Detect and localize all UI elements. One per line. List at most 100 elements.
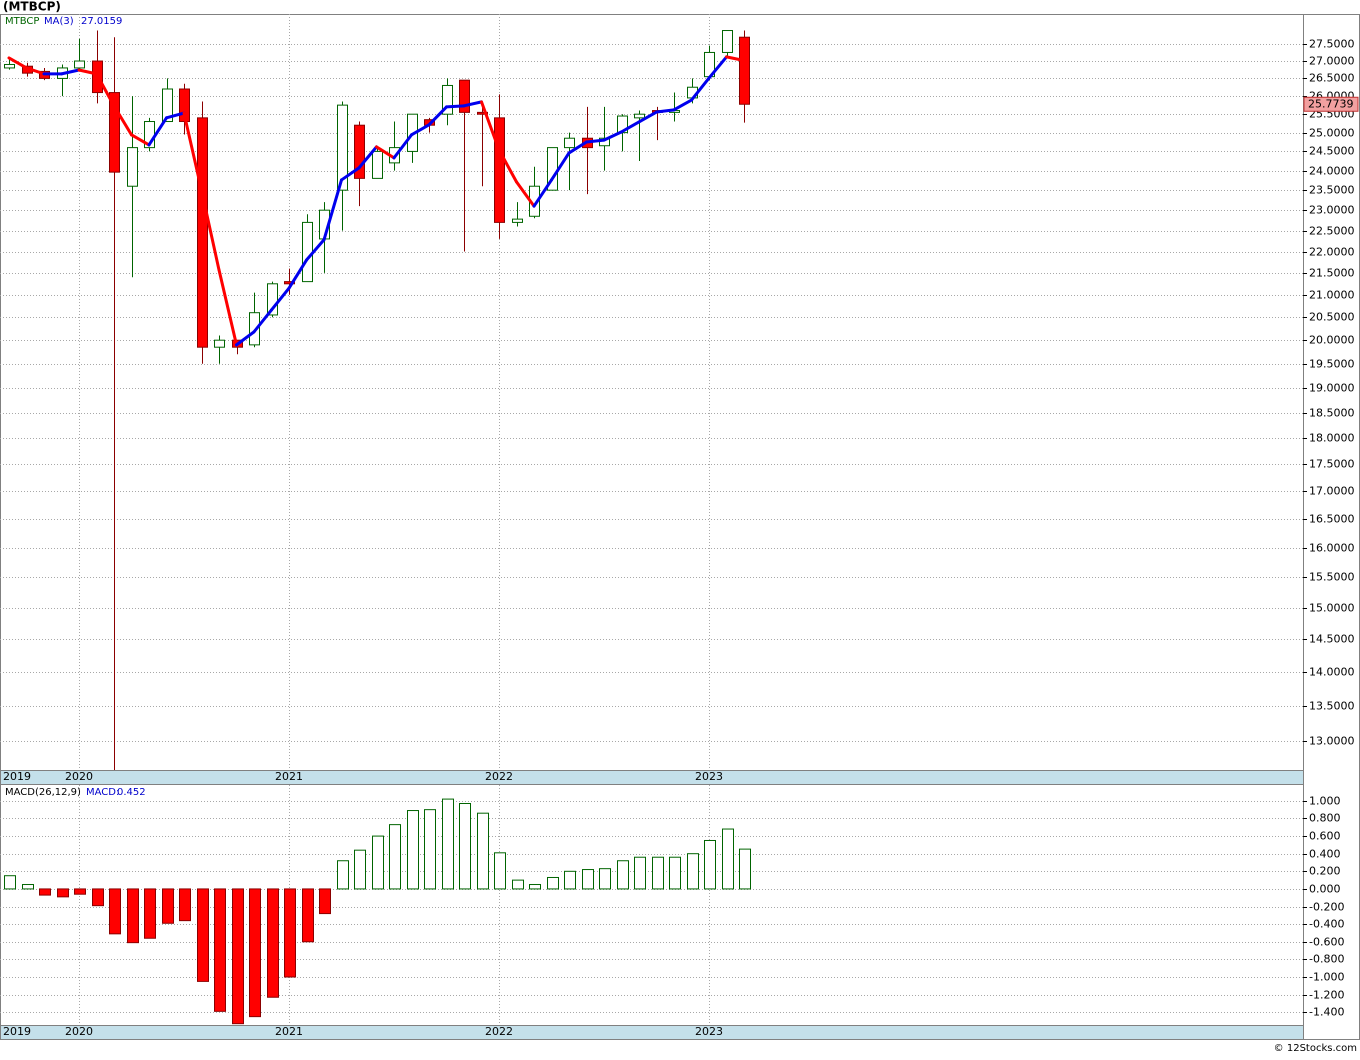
y-tick-label: 27.0000 <box>1309 55 1355 68</box>
y-tick-label: -0.400 <box>1309 918 1344 931</box>
y-tick-label: 16.0000 <box>1309 542 1355 555</box>
y-tick-label: 20.0000 <box>1309 334 1355 347</box>
y-tick-label: 25.0000 <box>1309 127 1355 140</box>
ma-line <box>7 56 28 70</box>
ma-line <box>707 55 728 80</box>
candle-body <box>127 147 138 187</box>
candle-body <box>197 117 208 348</box>
macd-bar <box>564 870 576 890</box>
y-tick-label: 14.5000 <box>1309 633 1355 646</box>
legend-symbol: MTBCP <box>5 16 39 27</box>
x-tick-label: 2023 <box>695 770 723 783</box>
y-tick-label: 26.5000 <box>1309 72 1355 85</box>
macd-bar <box>232 888 244 1025</box>
macd-bar <box>424 809 436 890</box>
candle-body <box>634 113 645 119</box>
macd-bar <box>179 888 191 922</box>
x-tick-label: 2019 <box>3 770 31 783</box>
candle-body <box>74 60 85 69</box>
candle-body <box>722 30 733 53</box>
x-tick-label: 2020 <box>65 1025 93 1038</box>
macd-bar <box>354 849 366 890</box>
ma-line <box>375 145 396 160</box>
x-tick-label: 2021 <box>275 770 303 783</box>
macd-bar <box>267 888 279 998</box>
ma-line <box>112 104 133 137</box>
y-tick-label: 27.5000 <box>1309 38 1355 51</box>
y-tick-label: 13.0000 <box>1309 735 1355 748</box>
macd-bar <box>652 856 664 890</box>
legend-ma: MA(3) <box>44 16 74 27</box>
candle-body <box>109 92 120 173</box>
y-tick-label: -1.200 <box>1309 989 1344 1002</box>
macd-bar <box>722 828 734 890</box>
ma-line <box>532 178 553 208</box>
ma-line <box>182 111 203 192</box>
ma-line <box>25 66 46 76</box>
ma-line <box>95 72 116 108</box>
candle-body <box>477 111 488 115</box>
y-tick-label: 19.5000 <box>1309 358 1355 371</box>
macd-bar <box>704 839 716 890</box>
ma-line <box>550 151 571 182</box>
y-tick-label: -0.800 <box>1309 953 1344 966</box>
chart-title: (MTBCP) <box>3 0 61 14</box>
macd-bar <box>547 876 559 890</box>
macd-bar <box>477 812 489 890</box>
ma-line <box>130 133 151 147</box>
ma-line <box>322 178 343 242</box>
y-tick-label: -1.000 <box>1309 971 1344 984</box>
y-tick-label: 23.0000 <box>1309 204 1355 217</box>
macd-bar <box>512 879 524 890</box>
ma-line <box>165 111 186 120</box>
candle-body <box>372 150 383 179</box>
macd-bar <box>284 888 296 978</box>
macd-bar <box>4 875 16 890</box>
macd-bar <box>249 888 261 1018</box>
legend-macd-label: MACD: <box>86 787 119 798</box>
legend-macd-value: 0.452 <box>117 787 146 798</box>
candle-body <box>442 84 453 115</box>
ma-line <box>445 104 466 109</box>
ma-line <box>567 140 588 155</box>
x-tick-label: 2021 <box>275 1025 303 1038</box>
x-tick-label: 2022 <box>485 1025 513 1038</box>
macd-bar <box>372 835 384 890</box>
legend-macd: MACD(26,12,9) <box>5 787 81 798</box>
y-tick-label: 13.5000 <box>1309 700 1355 713</box>
y-tick-label: 19.0000 <box>1309 382 1355 395</box>
ma-line <box>672 98 693 112</box>
ma-line <box>357 145 378 170</box>
y-tick-label: 1.000 <box>1309 795 1341 808</box>
macd-bar <box>617 860 629 890</box>
y-tick-label: 0.400 <box>1309 848 1341 861</box>
ma-line <box>305 238 326 262</box>
y-tick-label: 20.5000 <box>1309 311 1355 324</box>
ma-line <box>340 166 361 182</box>
macd-bar <box>599 868 611 890</box>
y-tick-label: 18.5000 <box>1309 407 1355 420</box>
ma-line <box>620 120 641 134</box>
footer: © 12Stocks.com <box>1274 1043 1357 1054</box>
macd-bar <box>669 856 681 890</box>
date-bar <box>0 770 1304 785</box>
macd-bar <box>197 888 209 982</box>
y-tick-label: -0.600 <box>1309 936 1344 949</box>
ma-line <box>427 105 448 127</box>
macd-bar <box>109 888 121 935</box>
y-tick-label: 22.5000 <box>1309 225 1355 238</box>
y-tick-label: 0.200 <box>1309 865 1341 878</box>
macd-bar <box>302 888 314 943</box>
x-tick-label: 2022 <box>485 770 513 783</box>
candle-body <box>4 63 15 69</box>
ma-line <box>480 100 501 152</box>
y-tick-label: 24.5000 <box>1309 145 1355 158</box>
macd-bar <box>442 798 454 890</box>
candle-body <box>354 124 365 179</box>
y-tick-label: 0.600 <box>1309 830 1341 843</box>
candle-body <box>302 221 313 283</box>
y-tick-label: 23.5000 <box>1309 184 1355 197</box>
y-tick-label: 18.0000 <box>1309 432 1355 445</box>
macd-bar <box>22 884 34 890</box>
